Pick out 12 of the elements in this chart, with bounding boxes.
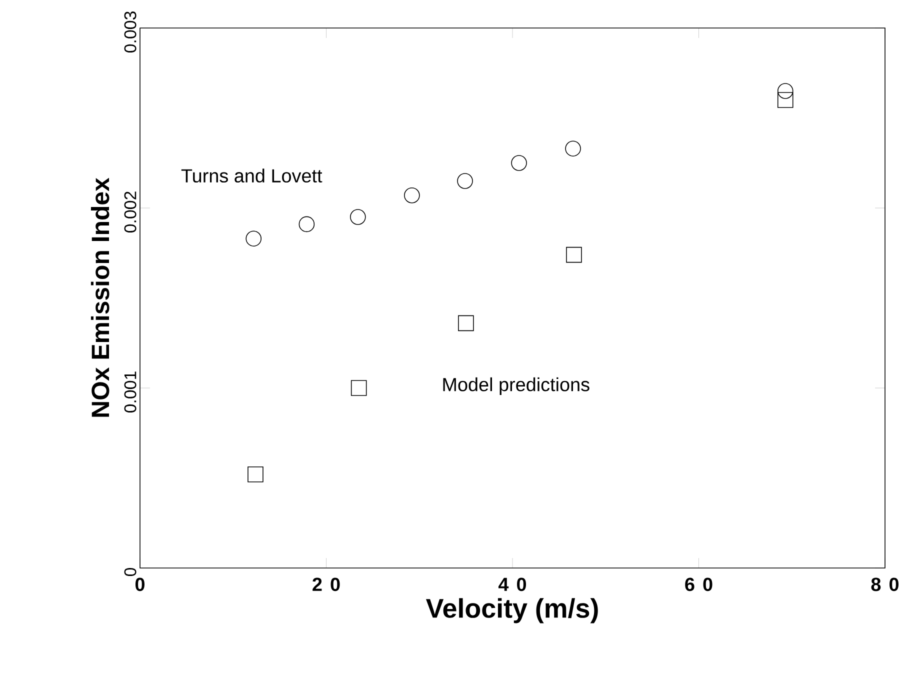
text: Model predictions [443, 377, 590, 396]
y-axis-title: NOx Emission Index [90, 178, 110, 417]
x-tick-label: 8 0 [871, 578, 899, 592]
x-axis-title: Velocity (m/s) [426, 598, 598, 624]
series-label: Turns and Lovett [181, 168, 322, 183]
x-tick-label: 6 0 [685, 578, 712, 592]
x-tick-label: 4 0 [498, 578, 526, 592]
x-tick-label: 2 0 [312, 578, 340, 592]
y-tick-label: 0 [124, 568, 136, 576]
y-tick-label: 0.003 [124, 12, 136, 53]
y-tick-label: 0.001 [124, 372, 136, 413]
y-tick-label: 0.002 [124, 192, 136, 233]
